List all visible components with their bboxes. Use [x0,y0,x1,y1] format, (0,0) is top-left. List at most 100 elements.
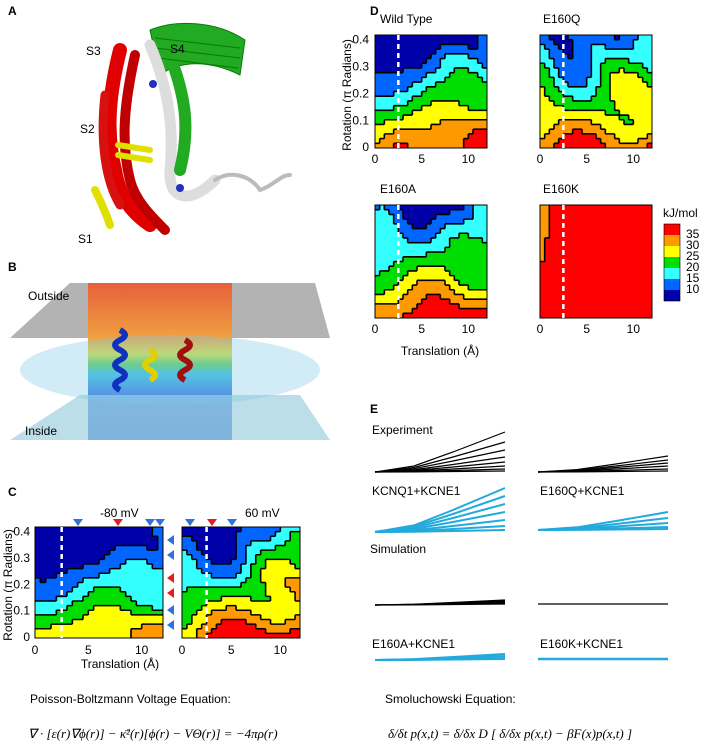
contour-cell [642,289,648,295]
contour-cell [40,550,47,556]
contour-cell [563,129,569,135]
contour-cell [398,35,404,41]
contour-cell [379,133,385,139]
contour-cell [295,573,301,579]
contour-cell [250,577,257,583]
contour-cell [260,550,266,556]
contour-cell [389,105,395,111]
contour-cell [633,223,639,229]
contour-cell [554,133,560,139]
contour-cell [398,105,404,111]
contour-cell [131,540,137,546]
contour-cell [255,633,262,639]
contour-cell [226,573,232,579]
contour-cell [454,53,460,59]
contour-cell [104,619,111,625]
contour-cell [586,86,592,92]
contour-cell [389,237,395,244]
contour-cell [131,531,137,537]
contour-cell [445,115,451,121]
contour-cell [412,228,418,234]
contour-cell [120,624,127,630]
x-tick-label: 0 [372,152,379,166]
contour-cell [572,308,578,314]
contour-cell [226,619,232,625]
contour-cell [459,223,465,229]
contour-cell [245,619,252,625]
contour-cell [586,219,592,225]
contour-cell [93,573,100,579]
contour-cell [99,577,105,583]
contour-cell [384,261,390,267]
contour-cell [568,214,574,220]
contour-cell [285,559,291,565]
contour-cell [554,91,560,97]
contour-cell [454,133,460,139]
contour-cell [275,619,281,625]
contour-cell [477,299,483,305]
contour-cell [624,209,630,215]
contour-cell [35,614,41,620]
contour-cell [407,86,413,92]
contour-cell [591,82,597,88]
contour-cell [619,124,625,130]
contour-cell [614,35,620,41]
contour-cell [586,303,592,309]
contour-cell [619,299,625,305]
contour-cell [473,58,479,64]
contour-cell [407,233,413,239]
contour-cell [431,247,437,253]
contour-cell [549,209,555,215]
contour-cell [270,568,276,574]
contour-cell [642,91,648,97]
contour-cell [147,554,153,560]
contour-cell [477,124,483,130]
contour-cell [596,115,602,121]
contour-cell [445,110,451,116]
contour-cell [473,313,479,319]
contour-cell [638,261,644,267]
contour-cell [241,619,247,625]
contour-cell [431,100,437,107]
contour-cell [275,554,281,560]
contour-cell [572,72,578,78]
contour-cell [157,577,164,583]
contour-cell [440,294,446,300]
contour-cell [435,205,441,211]
contour-cell [468,58,474,64]
contour-cell [633,275,639,281]
contour-cell [459,124,465,130]
contour-cell [572,270,578,277]
contour-cell [403,49,409,55]
contour-cell [449,303,455,309]
contour-cell [449,294,455,300]
contour-cell [241,527,247,533]
contour-cell [482,44,488,50]
contour-cell [201,605,207,611]
contour-cell [477,44,483,50]
contour-cell [463,228,469,234]
contour-cell [295,624,301,630]
contour-cell [191,596,198,602]
contour-cell [449,138,455,144]
contour-cell [563,308,569,314]
contour-cell [403,124,409,130]
contour-cell [40,577,47,583]
contour-cell [393,133,399,139]
contour-cell [421,205,427,211]
contour-cell [435,289,441,295]
contour-cell [600,82,606,88]
contour-cell [563,110,569,116]
contour-cell [445,67,451,74]
contour-cell [624,205,630,211]
contour-cell [379,219,385,225]
contour-cell [115,568,121,574]
contour-cell [568,124,574,130]
contour-cell [88,605,95,611]
contour-cell [454,119,460,125]
contour-cell [191,610,198,616]
contour-cell [104,624,111,630]
contour-cell [582,313,588,319]
contour-cell [544,72,550,78]
